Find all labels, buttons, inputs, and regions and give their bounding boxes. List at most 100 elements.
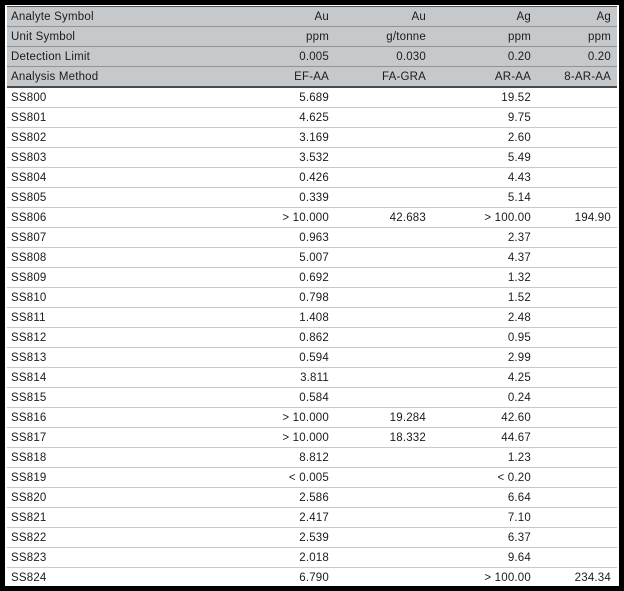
result-value — [335, 327, 432, 348]
result-value: 7.10 — [432, 507, 537, 528]
result-value — [335, 287, 432, 308]
result-value — [335, 127, 432, 148]
result-value: 0.95 — [432, 327, 537, 348]
sample-id-row: SS808 5.007 4.37 — [7, 247, 617, 268]
sample-id-row: SS823 2.018 9.64 — [7, 547, 617, 568]
result-value: 2.539 — [247, 527, 335, 548]
result-value: 0.963 — [247, 227, 335, 248]
table-header: Analyte Symbol Au Au Ag Ag Unit Symbol ppm g/to… — [7, 6, 617, 88]
result-value: 44.67 — [432, 427, 537, 448]
result-value: 4.625 — [247, 107, 335, 128]
result-value — [335, 507, 432, 528]
result-value: 0.426 — [247, 167, 335, 188]
result-value — [335, 307, 432, 328]
header-value: AR-AA — [432, 66, 537, 88]
result-value: > 10.000 — [247, 407, 335, 428]
result-value: > 10.000 — [247, 207, 335, 228]
header-value: Ag — [432, 6, 537, 27]
sample-id: SS811 — [7, 307, 247, 328]
sample-id-row: SS819 < 0.005 < 0.20 — [7, 467, 617, 488]
result-value: 1.408 — [247, 307, 335, 328]
sample-id: SS805 — [7, 187, 247, 208]
result-value: > 10.000 — [247, 427, 335, 448]
result-value — [537, 187, 617, 208]
sample-id: SS817 — [7, 427, 247, 448]
header-label-row: Analysis Method EF-AA FA-GRA AR-AA 8-AR-AA — [7, 66, 617, 88]
result-value — [537, 247, 617, 268]
result-value: 1.23 — [432, 447, 537, 468]
result-value: 2.417 — [247, 507, 335, 528]
result-value — [335, 147, 432, 168]
sample-id: SS804 — [7, 167, 247, 188]
result-value — [537, 147, 617, 168]
result-value: < 0.20 — [432, 467, 537, 488]
result-value: 19.284 — [335, 407, 432, 428]
result-value — [335, 527, 432, 548]
result-value — [537, 367, 617, 388]
result-value: 0.594 — [247, 347, 335, 368]
result-value — [537, 487, 617, 508]
header-label: Unit Symbol — [7, 26, 247, 47]
result-value: 0.692 — [247, 267, 335, 288]
result-value: 2.48 — [432, 307, 537, 328]
report-sheet: Analyte Symbol Au Au Ag Ag Unit Symbol ppm g/to… — [5, 5, 619, 586]
result-value — [537, 467, 617, 488]
sample-id-row: SS805 0.339 5.14 — [7, 187, 617, 208]
result-value — [335, 367, 432, 388]
result-value — [537, 527, 617, 548]
result-value: > 100.00 — [432, 567, 537, 586]
header-value: 0.20 — [537, 46, 617, 67]
header-value: Au — [335, 6, 432, 27]
result-value: 234.34 — [537, 567, 617, 586]
sample-id-row: SS801 4.625 9.75 — [7, 107, 617, 128]
result-value — [537, 387, 617, 408]
result-value: 4.37 — [432, 247, 537, 268]
sample-id-row: SS812 0.862 0.95 — [7, 327, 617, 348]
sample-id: SS823 — [7, 547, 247, 568]
sample-id-row: SS822 2.539 6.37 — [7, 527, 617, 548]
result-value: 9.64 — [432, 547, 537, 568]
sample-id-row: SS816 > 10.000 19.284 42.60 — [7, 407, 617, 428]
sample-id: SS819 — [7, 467, 247, 488]
header-label: Detection Limit — [7, 46, 247, 67]
sample-id-row: SS807 0.963 2.37 — [7, 227, 617, 248]
result-value: 5.689 — [247, 87, 335, 108]
result-value: 4.25 — [432, 367, 537, 388]
sample-id: SS808 — [7, 247, 247, 268]
table-body: SS800 5.689 19.52 SS801 4.625 9.75 SS802 3.169 2… — [7, 87, 617, 586]
sample-id: SS800 — [7, 87, 247, 108]
result-value — [537, 107, 617, 128]
result-value — [335, 447, 432, 468]
result-value — [335, 467, 432, 488]
result-value: 42.683 — [335, 207, 432, 228]
header-label: Analysis Method — [7, 66, 247, 88]
result-value — [537, 287, 617, 308]
result-value: < 0.005 — [247, 467, 335, 488]
result-value — [537, 307, 617, 328]
sample-id: SS812 — [7, 327, 247, 348]
result-value: 6.64 — [432, 487, 537, 508]
result-value: 9.75 — [432, 107, 537, 128]
result-value — [335, 87, 432, 108]
sample-id-row: SS804 0.426 4.43 — [7, 167, 617, 188]
result-value — [335, 547, 432, 568]
result-value: 6.790 — [247, 567, 335, 586]
sample-id: SS821 — [7, 507, 247, 528]
header-value: ppm — [247, 26, 335, 47]
result-value — [537, 347, 617, 368]
header-value: g/tonne — [335, 26, 432, 47]
result-value: 19.52 — [432, 87, 537, 108]
result-value — [335, 247, 432, 268]
result-value: > 100.00 — [432, 207, 537, 228]
sample-id: SS816 — [7, 407, 247, 428]
sample-id: SS818 — [7, 447, 247, 468]
result-value: 2.60 — [432, 127, 537, 148]
result-value: 3.532 — [247, 147, 335, 168]
header-value: FA-GRA — [335, 66, 432, 88]
sample-id: SS815 — [7, 387, 247, 408]
result-value — [537, 167, 617, 188]
header-value: 8-AR-AA — [537, 66, 617, 88]
header-value: Au — [247, 6, 335, 27]
header-value: 0.030 — [335, 46, 432, 67]
